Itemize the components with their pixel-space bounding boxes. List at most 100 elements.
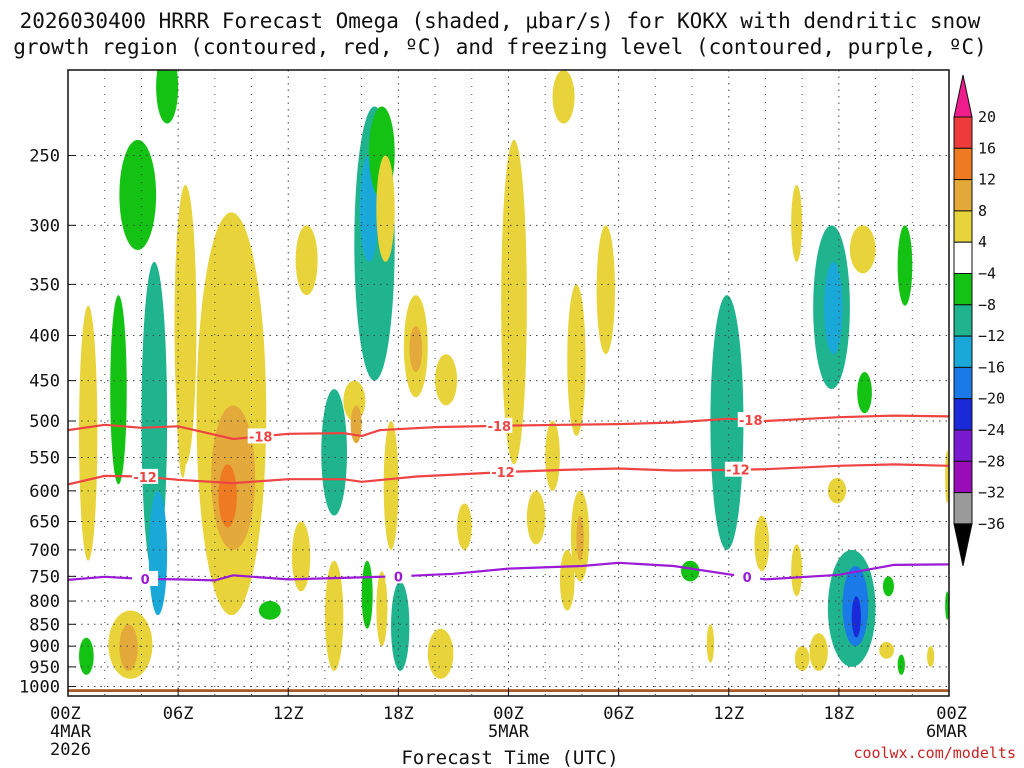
omega-region-up-26 — [754, 515, 770, 572]
contour-label-bg — [132, 468, 159, 484]
omega-region-up-3 — [218, 464, 237, 528]
omega-region-up-19 — [526, 490, 546, 545]
x-tick-label-h12: 12Z — [273, 704, 304, 724]
colorbar-top-arrow — [953, 74, 973, 118]
colorbar-label: 12 — [978, 171, 996, 189]
y-tick-label-600: 600 — [29, 482, 60, 502]
y-tick-label-400: 400 — [29, 327, 60, 347]
pressure-axis: 2503003504004505005506006507007508008509… — [19, 146, 76, 698]
colorbar-swatch — [953, 366, 973, 400]
colorbar-label: 20 — [978, 108, 996, 126]
y-tick-label-550: 550 — [29, 449, 60, 469]
colorbar-swatch — [953, 179, 973, 212]
omega-region-up-18 — [545, 421, 560, 491]
grid-lines — [68, 70, 949, 696]
omega-region-up-28 — [827, 477, 847, 504]
y-tick-label-350: 350 — [29, 275, 60, 295]
colorbar-label: −12 — [978, 327, 1005, 345]
omega-region-dn-19 — [897, 225, 913, 306]
temperature-contours: -18 -18 -18 -12 -12 -12 0 0 0 — [68, 412, 949, 588]
colorbar-bottom-arrow — [953, 523, 973, 567]
y-tick-label-700: 700 — [29, 541, 60, 561]
colorbar-label: −4 — [978, 265, 996, 283]
credit-link[interactable]: coolwx.com/modelts — [853, 744, 1016, 762]
x-tick-label-h24: 00Z — [493, 704, 524, 724]
omega-region-up-31 — [879, 641, 894, 659]
omega-region-up-29 — [849, 225, 876, 274]
x-tick-year-h0: 2026 — [50, 740, 91, 760]
contour-label-bg — [132, 570, 159, 586]
omega-region-dn-23 — [882, 576, 894, 597]
contour-label-bg — [724, 461, 751, 477]
colorbar-swatch — [953, 429, 973, 462]
y-tick-label-750: 750 — [29, 567, 60, 587]
colorbar-swatch — [953, 116, 973, 149]
colorbar-label: −24 — [978, 421, 1005, 439]
contour-dgz-top — [68, 414, 949, 441]
contour-label-dgz-top: -18 — [739, 414, 763, 429]
colorbar-label: 4 — [978, 233, 987, 251]
omega-shading — [79, 70, 949, 679]
contour-label-bg — [737, 412, 764, 428]
omega-region-up-20 — [567, 284, 586, 437]
omega-region-dn-6 — [156, 70, 179, 124]
x-tick-label-h30: 06Z — [603, 704, 634, 724]
colorbar-swatch — [953, 210, 973, 243]
contour-label-bg — [486, 417, 513, 433]
x-tick-label-h18: 18Z — [383, 704, 414, 724]
omega-region-dn-2 — [119, 139, 157, 251]
omega-region-up-30 — [809, 633, 828, 671]
omega-region-dn-13 — [361, 560, 373, 629]
title-line-2: growth region (contoured, red, ºC) and f… — [13, 35, 987, 59]
y-tick-label-950: 950 — [29, 658, 60, 678]
y-tick-label-900: 900 — [29, 637, 60, 657]
contour-label-dgz-top: -18 — [249, 430, 273, 445]
contour-dgz-bottom — [68, 463, 949, 486]
y-tick-label-650: 650 — [29, 513, 60, 533]
omega-region-dn-15 — [681, 560, 700, 582]
omega-region-up-13 — [324, 560, 344, 671]
y-tick-label-1000: 1000 — [19, 678, 60, 698]
x-tick-label-h42: 18Z — [824, 704, 855, 724]
omega-region-up-21 — [596, 225, 615, 355]
x-tick-date-h48: 6MAR — [926, 722, 968, 742]
colorbar-swatch — [953, 492, 973, 525]
colorbar-label: −32 — [978, 484, 1005, 502]
colorbar-swatch — [953, 304, 973, 337]
contour-label-freezing-level: 0 — [394, 570, 403, 585]
omega-region-dn-25 — [945, 591, 949, 620]
colorbar-label: −8 — [978, 296, 996, 314]
x-tick-label-h6: 06Z — [163, 704, 194, 724]
omega-region-dn-7 — [258, 601, 281, 620]
omega-region-up-10 — [409, 325, 423, 373]
omega-region-up-23b — [576, 515, 584, 561]
omega-region-up-17 — [501, 139, 527, 465]
y-tick-label-250: 250 — [29, 146, 60, 166]
colorbar-label: 8 — [978, 202, 987, 220]
omega-region-dn-17 — [824, 261, 843, 355]
omega-region-up-22 — [559, 549, 575, 611]
omega-region-up-27 — [791, 184, 803, 262]
omega-region-dn-18 — [857, 372, 872, 414]
omega-region-up-24 — [552, 70, 575, 124]
contour-label-freezing-level: 0 — [743, 571, 752, 586]
omega-region-up-33 — [794, 646, 810, 671]
omega-region-up-6 — [291, 521, 311, 592]
colorbar-swatch — [953, 460, 973, 494]
colorbar-label: −16 — [978, 358, 1005, 376]
omega-region-dn-4 — [148, 490, 168, 616]
omega-region-up-0-6 — [79, 305, 98, 561]
y-tick-label-500: 500 — [29, 412, 60, 432]
omega-region-up-34 — [945, 450, 949, 504]
omega-region-up-5 — [295, 225, 318, 296]
contour-label-bg — [734, 568, 761, 584]
omega-region-dn-12 — [391, 581, 410, 671]
omega-region-dn-14 — [710, 295, 744, 550]
omega-region-up-12 — [376, 571, 388, 647]
colorbar-swatch — [953, 147, 973, 181]
colorbar-label: −36 — [978, 515, 1005, 533]
omega-region-up-14 — [427, 628, 454, 679]
omega-region-dn-8 — [321, 389, 347, 516]
colorbar-swatch — [953, 335, 973, 368]
